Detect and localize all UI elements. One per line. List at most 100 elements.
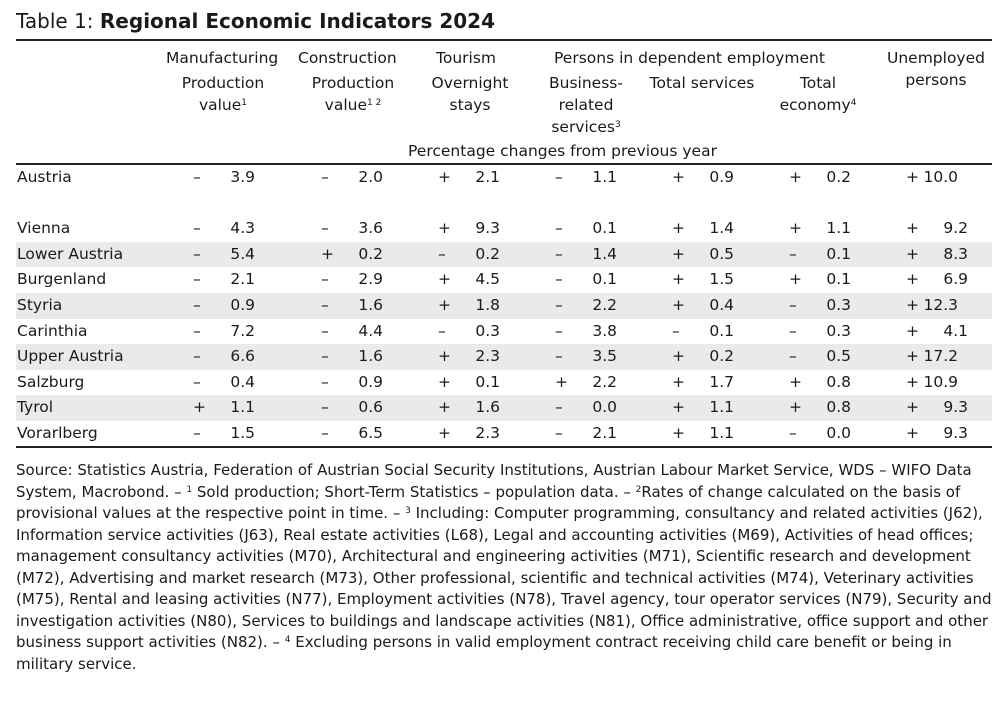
table-cell: –3.9 [193, 168, 255, 186]
table-cell: +0.1 [789, 270, 851, 289]
table-cell: +2.3 [438, 347, 500, 366]
table-cell: –2.0 [321, 168, 383, 186]
page-title: Table 1: Regional Economic Indicators 20… [16, 9, 495, 33]
table-cell: +0.8 [789, 398, 851, 417]
table-cell: –0.3 [789, 296, 851, 314]
table-row: Vienna –4.3 –3.6 +9.3 –0.1 +1.4 +1.1 +9.2 [16, 216, 992, 242]
table-row: Carinthia –7.2 –4.4 –0.3 –3.8 –0.1 –0.3 +4.1 [16, 319, 992, 345]
table-cell: –2.1 [555, 424, 617, 442]
header-manufacturing-sub: Production value1 [181, 74, 265, 114]
row-label: Austria [17, 168, 72, 186]
header-business-services: Business- related services3 [549, 74, 623, 136]
header-unemployed: Unemployed persons [887, 49, 985, 89]
table-cell: –0.1 [555, 219, 617, 238]
table-cell: –0.1 [555, 270, 617, 289]
table-cell: +2.1 [438, 168, 500, 186]
table-cell: –0.6 [321, 398, 383, 417]
top-rule [16, 39, 992, 41]
table-cell: +9.2 [906, 219, 968, 238]
table-row: Styria –0.9 –1.6 +1.8 –2.2 +0.4 –0.3 +12.3 [16, 293, 992, 319]
table-cell: +1.7 [672, 372, 734, 391]
footnote: Source: Statistics Austria, Federation o… [16, 461, 992, 673]
table-cell: +0.2 [321, 244, 383, 263]
table-cell: +0.1 [438, 372, 500, 391]
table-cell: +1.4 [672, 219, 734, 238]
table-cell: +6.9 [906, 270, 968, 289]
header-employment-group: Persons in dependent employment [554, 49, 825, 67]
table-cell: +1.1 [193, 398, 255, 417]
table-cell: –0.3 [438, 321, 500, 340]
table-cell: +4.1 [906, 321, 968, 340]
header-total-economy: Total economy4 [779, 74, 857, 114]
row-label: Carinthia [17, 321, 88, 340]
table-cell: –0.4 [193, 372, 255, 391]
header-construction: Construction [298, 49, 397, 67]
table-cell: –1.4 [555, 244, 617, 263]
table-cell: –6.5 [321, 424, 383, 442]
header-unit: Percentage changes from previous year [408, 142, 717, 160]
row-label: Styria [17, 296, 63, 314]
table-cell: +0.5 [672, 244, 734, 263]
table-cell: –5.4 [193, 244, 255, 263]
table-cell: +0.9 [672, 168, 734, 186]
table-cell: –0.0 [555, 398, 617, 417]
table-cell: –1.6 [321, 296, 383, 314]
table-cell: +0.2 [672, 347, 734, 366]
table-row: Burgenland –2.1 –2.9 +4.5 –0.1 +1.5 +0.1 +6.9 [16, 267, 992, 293]
table-cell: +1.6 [438, 398, 500, 417]
row-label: Vorarlberg [17, 424, 98, 442]
row-label: Lower Austria [17, 244, 124, 263]
table-cell: +1.1 [672, 424, 734, 442]
title-prefix: Table 1: [16, 9, 100, 33]
table-cell: +8.3 [906, 244, 968, 263]
table-cell: –3.5 [555, 347, 617, 366]
table-cell: +1.1 [789, 219, 851, 238]
table-cell: +12.3 [906, 296, 958, 314]
table-cell: –2.9 [321, 270, 383, 289]
table-row: Austria –3.9 –2.0 +2.1 –1.1 +0.9 +0.2 +10.0 [16, 165, 992, 191]
table-cell: +17.2 [906, 347, 958, 366]
table-cell: +9.3 [906, 424, 968, 442]
header-total-services: Total services [649, 74, 755, 92]
table-cell: –6.6 [193, 347, 255, 366]
table-row: Upper Austria –6.6 –1.6 +2.3 –3.5 +0.2 –0.5 +17… [16, 344, 992, 370]
table-cell: –1.5 [193, 424, 255, 442]
table-cell: –0.9 [321, 372, 383, 391]
table-cell: +0.2 [789, 168, 851, 186]
header-tourism: Tourism [436, 49, 496, 67]
table-cell: –4.4 [321, 321, 383, 340]
table-cell: –0.0 [789, 424, 851, 442]
table-cell: –7.2 [193, 321, 255, 340]
table-cell: +0.4 [672, 296, 734, 314]
table-cell: –0.5 [789, 347, 851, 366]
table-cell: –3.8 [555, 321, 617, 340]
table-row: Tyrol +1.1 –0.6 +1.6 –0.0 +1.1 +0.8 +9.3 [16, 395, 992, 421]
table-cell: +10.0 [906, 168, 958, 186]
table-cell: –1.6 [321, 347, 383, 366]
table-cell: –3.6 [321, 219, 383, 238]
table-cell: +9.3 [906, 398, 968, 417]
row-label: Salzburg [17, 372, 85, 391]
table-cell: –0.2 [438, 244, 500, 263]
table-cell: +1.5 [672, 270, 734, 289]
table-row: Lower Austria –5.4 +0.2 –0.2 –1.4 +0.5 –0.1 +8.… [16, 241, 992, 268]
table-cell: +2.2 [555, 372, 617, 391]
row-label: Tyrol [17, 398, 54, 417]
table-row: Vorarlberg –1.5 –6.5 +2.3 –2.1 +1.1 –0.0 +9.3 [16, 421, 992, 447]
header-rule [16, 163, 992, 165]
table-cell: +2.3 [438, 424, 500, 442]
table-cell: –0.1 [789, 244, 851, 263]
header-tourism-sub: Overnight stays [431, 74, 509, 114]
table-cell: –4.3 [193, 219, 255, 238]
row-label: Vienna [17, 219, 71, 238]
table-cell: +0.8 [789, 372, 851, 391]
table-cell: +4.5 [438, 270, 500, 289]
table-cell: –2.2 [555, 296, 617, 314]
table-cell: +9.3 [438, 219, 500, 238]
title-main: Regional Economic Indicators 2024 [99, 9, 495, 33]
header-manufacturing: Manufacturing [166, 49, 279, 67]
table-cell: –0.9 [193, 296, 255, 314]
table-row: Salzburg –0.4 –0.9 +0.1 +2.2 +1.7 +0.8 +10.9 [16, 370, 992, 396]
table-cell: +1.8 [438, 296, 500, 314]
table-cell: –0.1 [672, 321, 734, 340]
